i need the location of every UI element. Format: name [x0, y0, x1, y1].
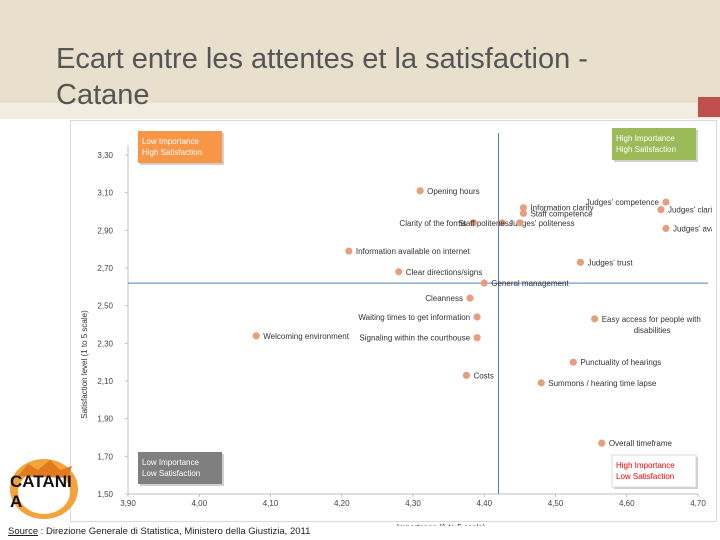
quadrant-label-line2: Low Satisfaction [142, 469, 200, 478]
header-stripe [0, 103, 720, 119]
data-point-label: Information clarity [530, 204, 593, 213]
data-point-label: Judges' competence [586, 198, 660, 207]
x-tick-label: 4,50 [548, 499, 564, 508]
quadrant-box-bottom-left [138, 452, 222, 484]
data-point-label: Judges' availability [673, 224, 712, 233]
data-point [657, 206, 665, 214]
header-band [0, 0, 720, 103]
catania-logo-icon [10, 459, 78, 519]
data-point-label: Summons / hearing time lapse [548, 379, 657, 388]
data-point-label: Punctuality of hearings [580, 358, 661, 367]
source-note: Source : Direzione Generale di Statistic… [8, 526, 310, 537]
x-tick-label: 4,70 [690, 499, 706, 508]
data-point-label: General management [491, 279, 569, 288]
logo-text: CATANI A [10, 472, 84, 512]
data-point [662, 224, 670, 233]
scatter-chart: 1,50 1,70 1,90 2,10 2,30 2,50 2,70 2,90 3,10 3,30… [80, 128, 712, 526]
data-point-label: Overall timeframe [609, 439, 673, 448]
y-tick-label: 2,30 [97, 339, 113, 348]
x-tick-label: 4,40 [476, 499, 492, 508]
quadrant-box-top-left [138, 131, 222, 163]
y-tick-label: 3,30 [97, 151, 113, 160]
quadrant-label-line2: High Satisfaction [142, 148, 202, 157]
data-point-label: Waiting times to get information [358, 313, 470, 322]
x-tick-label: 4,60 [619, 499, 635, 508]
data-point-label: Information available on internet [356, 247, 471, 256]
x-axis-title: Importance (1 to 5 scale) [397, 523, 486, 526]
y-tick-label: 1,70 [97, 452, 113, 461]
data-point-label-line2: disabilities [634, 326, 671, 335]
data-point-label: Clear directions/signs [406, 268, 482, 277]
data-point [576, 258, 585, 266]
y-tick-label: 2,90 [97, 226, 113, 235]
y-axis-title: Satisfaction level (1 to 5 scale) [80, 310, 89, 419]
data-point [462, 371, 471, 379]
quadrant-box-top-right [612, 128, 696, 160]
data-point-label: Signaling within the courthouse [359, 334, 470, 343]
y-tick-label: 2,10 [97, 377, 113, 386]
source-text: : Direzione Generale di Statistica, Mini… [38, 526, 311, 537]
data-point-label: Costs [473, 371, 493, 380]
quadrant-label-line2: High Satisfaction [616, 145, 676, 154]
quadrant-label-line1: Low Importance [142, 137, 199, 146]
data-point [469, 219, 478, 227]
data-point [252, 332, 260, 340]
data-point [473, 334, 481, 342]
data-point-label: Easy access for people with [602, 315, 701, 324]
y-tick-label: 1,50 [97, 490, 113, 499]
data-point-label: Opening hours [427, 187, 479, 196]
data-point [519, 209, 528, 217]
logo-text-line1: CATANI [10, 472, 72, 491]
data-point [395, 268, 403, 276]
slide-title: Ecart entre les attentes et la satisfact… [56, 41, 696, 113]
data-point [498, 219, 506, 227]
data-point-label: Welcoming environment [263, 332, 349, 341]
data-point [662, 198, 670, 206]
slide-title-line2: Catane [56, 79, 150, 112]
data-point-label: Staff competence [530, 209, 593, 218]
quadrant-label-line1: Low Importance [142, 458, 199, 467]
data-point-label: Judges' politeness [509, 219, 575, 228]
y-tick-label: 3,10 [97, 189, 113, 198]
quadrant-label-line1: High Importance [616, 461, 675, 470]
y-tick-label: 2,70 [97, 264, 113, 273]
x-tick-label: 4,20 [334, 499, 350, 508]
data-point [569, 358, 577, 366]
x-tick-label: 4,00 [191, 499, 207, 508]
x-tick-label: 4,10 [263, 499, 279, 508]
data-point [466, 294, 474, 302]
data-point-label: Judges' clarity [668, 206, 712, 215]
x-tick-label: 3,90 [120, 499, 136, 508]
data-point [591, 315, 599, 323]
quadrant-label-line2: Low Satisfaction [616, 472, 674, 481]
y-tick-label: 1,90 [97, 415, 113, 424]
accent-bar [698, 97, 720, 117]
logo-text-line2: A [10, 492, 23, 511]
data-point [516, 219, 524, 227]
data-point [537, 379, 545, 387]
data-point [598, 439, 606, 447]
data-point [519, 204, 528, 212]
data-point-label: Staff politeness [458, 219, 513, 228]
data-point-label: Clarity of the forms [399, 219, 466, 228]
data-point [473, 313, 481, 321]
source-label: Source [8, 526, 39, 537]
data-point-label: Cleanness [425, 294, 463, 303]
data-point [480, 279, 488, 287]
quadrant-label-line1: High Importance [616, 134, 675, 143]
data-point [345, 247, 353, 255]
slide-title-line1: Ecart entre les attentes et la satisfact… [56, 43, 588, 76]
quadrant-box-bottom-right [611, 454, 697, 488]
data-point-label: Judges' trust [587, 258, 633, 267]
data-point [416, 187, 424, 195]
y-tick-label: 2,50 [97, 302, 113, 311]
x-tick-label: 4,30 [405, 499, 421, 508]
